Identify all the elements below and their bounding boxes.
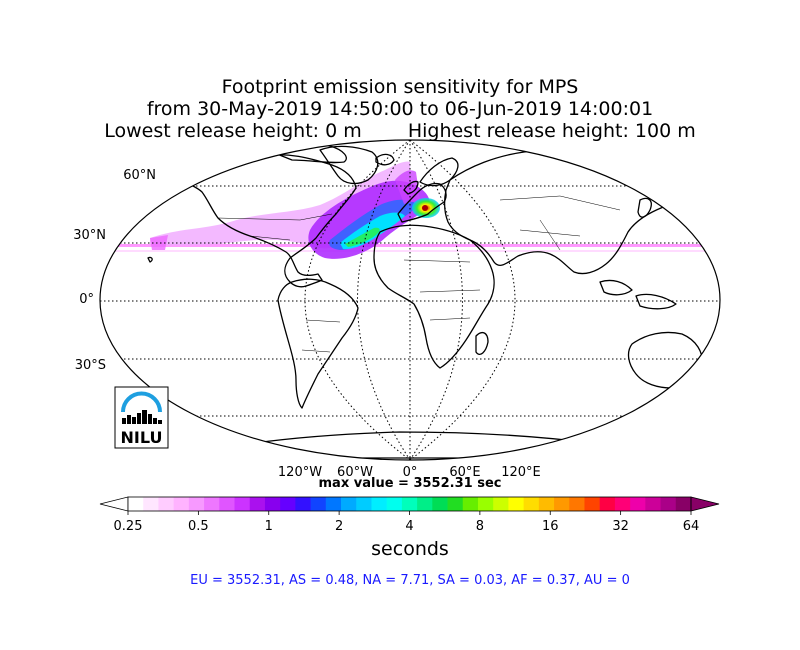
country-borders xyxy=(217,195,621,353)
lon-label-60w: 60°W xyxy=(337,465,373,480)
colorbar-swatch xyxy=(234,497,251,511)
colorbar-tick-label: 16 xyxy=(542,519,559,534)
colorbar-label: seconds xyxy=(371,538,449,560)
colorbar-swatch xyxy=(584,497,601,511)
colorbar-swatch xyxy=(630,497,646,511)
colorbar-swatch xyxy=(493,497,509,511)
colorbar-swatch xyxy=(569,497,585,511)
colorbar-extend-low xyxy=(99,496,129,512)
lat-label-60n: 60°N xyxy=(123,168,156,183)
max-value: max value = 3552.31 sec xyxy=(318,476,502,491)
logo-text: NILU xyxy=(121,428,163,447)
colorbar-swatch xyxy=(386,497,403,511)
colorbar-swatch xyxy=(249,497,266,511)
colorbar-swatch xyxy=(128,497,144,511)
colorbar-tick-label: 32 xyxy=(612,519,629,534)
lat-label-0: 0° xyxy=(79,292,94,307)
colorbar-swatch xyxy=(675,497,692,511)
lat-label-30n: 30°N xyxy=(73,228,106,243)
colorbar-swatch xyxy=(462,497,479,511)
colorbar-swatch xyxy=(310,497,327,511)
highest-release-height: Highest release height: 100 m xyxy=(407,120,696,142)
colorbar-swatch xyxy=(660,497,677,511)
lon-label-120e: 120°E xyxy=(501,465,541,480)
colorbar: 0.25 0.5 1 2 4 8 16 32 64 xyxy=(99,496,720,534)
colorbar-swatch xyxy=(143,497,159,511)
colorbar-swatch xyxy=(371,497,388,511)
colorbar-swatch xyxy=(325,497,342,511)
title-line-1: Footprint emission sensitivity for MPS xyxy=(221,76,579,98)
colorbar-swatch xyxy=(295,497,311,511)
colorbar-swatch xyxy=(173,497,190,511)
colorbar-swatch xyxy=(477,497,494,511)
colorbar-swatch xyxy=(401,497,418,511)
lowest-release-height: Lowest release height: 0 m xyxy=(104,120,362,142)
nilu-logo: NILU xyxy=(114,386,169,449)
colorbar-swatch xyxy=(599,497,616,511)
colorbar-tick-label: 1 xyxy=(265,519,273,534)
region-stats: EU = 3552.31, AS = 0.48, NA = 7.71, SA =… xyxy=(190,573,630,588)
colorbar-swatch xyxy=(614,497,631,511)
lon-label-60e: 60°E xyxy=(449,465,480,480)
colorbar-swatch xyxy=(508,497,525,511)
colorbar-tick-label: 64 xyxy=(683,519,700,534)
title-line-3: Lowest release height: 0 m Highest relea… xyxy=(0,120,800,143)
colorbar-swatch xyxy=(264,497,281,511)
colorbar-swatch xyxy=(432,497,448,511)
lon-label-0: 0° xyxy=(403,465,418,480)
colorbar-swatch xyxy=(356,497,372,511)
title-line-2: from 30-May-2019 14:50:00 to 06-Jun-2019… xyxy=(146,98,654,120)
colorbar-swatch xyxy=(280,497,296,511)
colorbar-swatch xyxy=(219,497,235,511)
colorbar-swatch xyxy=(204,497,220,511)
colorbar-tick-label: 0.25 xyxy=(114,519,143,534)
colorbar-swatch xyxy=(158,497,175,511)
colorbar-swatch xyxy=(417,497,433,511)
colorbar-swatch xyxy=(341,497,357,511)
logo-arc-icon xyxy=(121,391,162,413)
colorbar-swatch xyxy=(523,497,540,511)
colorbar-swatch xyxy=(188,497,205,511)
lon-label-120w: 120°W xyxy=(278,465,322,480)
colorbar-extend-high xyxy=(690,496,720,512)
colorbar-tick-label: 2 xyxy=(335,519,343,534)
colorbar-swatch xyxy=(554,497,570,511)
colorbar-swatch xyxy=(538,497,555,511)
lat-label-30s: 30°S xyxy=(75,358,106,373)
colorbar-tick-label: 0.5 xyxy=(188,519,209,534)
graticule xyxy=(100,140,720,460)
colorbar-tick-label: 4 xyxy=(405,519,413,534)
colorbar-tick-label: 8 xyxy=(476,519,484,534)
colorbar-swatch xyxy=(645,497,661,511)
colorbar-swatch xyxy=(447,497,464,511)
logo-skyline-icon xyxy=(122,410,162,424)
